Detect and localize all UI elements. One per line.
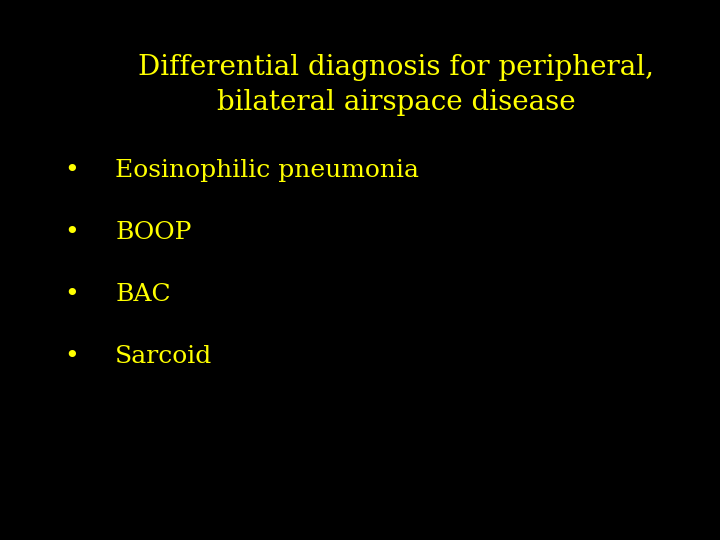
Text: Eosinophilic pneumonia: Eosinophilic pneumonia bbox=[115, 159, 419, 181]
Text: •: • bbox=[65, 221, 79, 244]
Text: •: • bbox=[65, 159, 79, 181]
Text: Differential diagnosis for peripheral,
bilateral airspace disease: Differential diagnosis for peripheral, b… bbox=[138, 54, 654, 117]
Text: •: • bbox=[65, 283, 79, 306]
Text: BOOP: BOOP bbox=[115, 221, 192, 244]
Text: Sarcoid: Sarcoid bbox=[115, 345, 212, 368]
Text: BAC: BAC bbox=[115, 283, 171, 306]
Text: •: • bbox=[65, 345, 79, 368]
